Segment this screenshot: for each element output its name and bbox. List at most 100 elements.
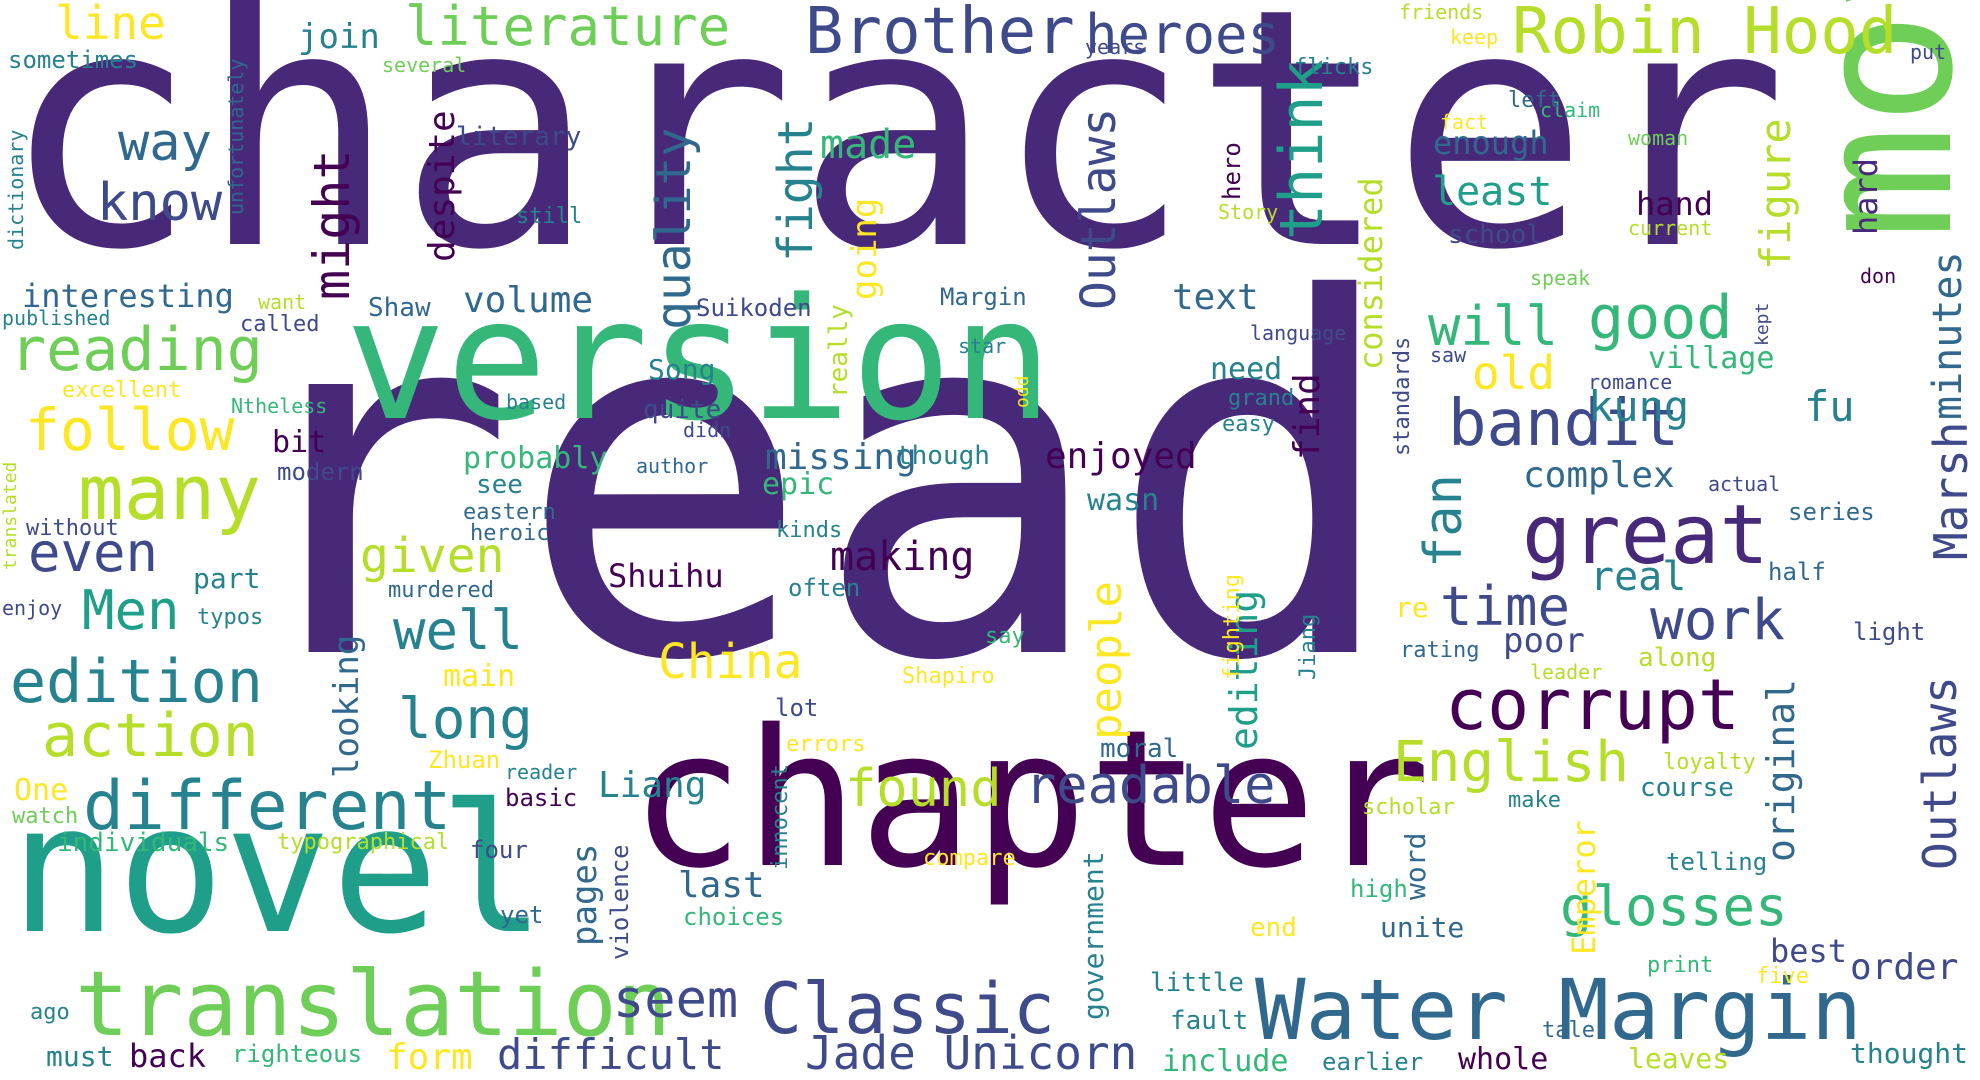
word-minutes: minutes	[1925, 251, 1971, 420]
word-story: Story	[1218, 200, 1279, 224]
word-jiang: Jiang	[1296, 613, 1321, 680]
word-probably: probably	[463, 441, 608, 476]
word-errors: errors	[786, 732, 866, 757]
word-keep: keep	[1450, 25, 1499, 49]
word-edition: edition	[10, 647, 263, 717]
word-people: people	[1081, 581, 1132, 740]
word-text: text	[1172, 277, 1259, 318]
word-reader: reader	[505, 760, 578, 784]
word-government: government	[1077, 851, 1110, 1020]
word-translated: translated	[0, 461, 21, 570]
word-marsh: Marsh	[1924, 421, 1978, 560]
word-work: work	[1650, 588, 1785, 653]
word-made: made	[820, 122, 917, 168]
word-include: include	[1162, 1044, 1289, 1079]
word-one: One	[14, 773, 69, 808]
word-lot: lot	[775, 694, 819, 722]
word-missing: missing	[765, 437, 917, 478]
word-least: least	[1432, 169, 1553, 215]
word-hero: hero	[1218, 142, 1246, 200]
word-shaw: Shaw	[368, 293, 431, 323]
word-fact: fact	[1440, 110, 1489, 134]
word-current: current	[1628, 216, 1713, 240]
word-years: years	[1085, 35, 1146, 59]
word-novel: novel	[10, 766, 546, 973]
word-well: well	[393, 599, 524, 662]
word-high: high	[1350, 875, 1408, 903]
word-literature: literature	[405, 0, 731, 58]
word-half: half	[1768, 558, 1826, 586]
word-back: back	[129, 1037, 207, 1075]
word-often: often	[788, 574, 861, 602]
word-flicks: flicks	[1294, 55, 1374, 80]
word-given: given	[360, 528, 505, 584]
word-earlier: earlier	[1322, 1048, 1424, 1076]
word-brother: Brother	[805, 0, 1075, 69]
word-say: say	[985, 624, 1025, 649]
word-claim: claim	[1540, 98, 1601, 122]
word-author: author	[636, 454, 709, 478]
word-dictionary: dictionary	[4, 129, 28, 250]
word-saw: saw	[1430, 343, 1467, 367]
word-part: part	[193, 562, 261, 595]
word-main: main	[443, 659, 516, 694]
word-really: really	[824, 304, 854, 398]
word-called: called	[240, 312, 320, 337]
word-re: re	[1395, 591, 1429, 624]
word-quite: quite	[643, 395, 722, 425]
word-figure: figure	[1751, 118, 1800, 270]
word-fan: fan	[1414, 474, 1474, 568]
word-though: though	[896, 441, 990, 471]
word-classic: Classic	[760, 968, 1056, 1050]
word-fault: fault	[1170, 1006, 1249, 1036]
word-bandit: bandit	[1448, 387, 1680, 461]
word-outlaws-vertical: Outlaws	[1071, 107, 1127, 310]
word-violence: violence	[606, 844, 634, 960]
word-character: character	[0, 0, 1789, 322]
word-innocent: innocent	[768, 764, 793, 870]
word-print: print	[1647, 953, 1714, 978]
word-hard: hard	[1847, 157, 1885, 235]
word-typos: typos	[197, 605, 264, 630]
word-star: star	[958, 334, 1007, 358]
word-didn: didn	[683, 418, 732, 442]
word-water-margin: Water Margin	[1255, 961, 1862, 1059]
word-fu: fu	[1804, 382, 1855, 431]
word-outlaws-right: Outlaws	[1913, 676, 1967, 870]
word-difficult: difficult	[497, 1030, 725, 1079]
word-scholar: scholar	[1362, 795, 1455, 820]
word-five: five	[1756, 964, 1809, 989]
word-readable: readable	[1025, 756, 1276, 816]
word-making: making	[830, 534, 975, 580]
word-enjoyed: enjoyed	[1045, 436, 1197, 477]
word-course: course	[1640, 773, 1734, 803]
word-complex: complex	[1523, 455, 1675, 496]
word-fight: fight	[768, 117, 824, 263]
word-poor: poor	[1503, 621, 1585, 661]
word-reading: reading	[10, 315, 263, 385]
word-loyalty: loyalty	[1663, 750, 1756, 775]
word-real: real	[1590, 554, 1687, 600]
word-whole: whole	[1458, 1042, 1549, 1077]
word-rating: rating	[1400, 638, 1480, 663]
word-leader: leader	[1530, 660, 1603, 684]
word-want: want	[258, 290, 307, 314]
word-know: know	[97, 173, 223, 233]
word-suikoden: Suikoden	[696, 294, 812, 322]
word-ago: ago	[30, 1000, 70, 1025]
word-telling: telling	[1666, 848, 1768, 876]
word-best: best	[1770, 932, 1848, 970]
word-need: need	[1210, 352, 1283, 387]
word-unite: unite	[1380, 911, 1465, 944]
word-published: published	[2, 306, 111, 330]
word-bit: bit	[272, 425, 327, 460]
word-enough: enough	[1433, 124, 1549, 162]
word-different: different	[83, 767, 452, 846]
word-looking: looking	[327, 634, 367, 778]
word-ntheless: Ntheless	[231, 394, 328, 418]
word-great: great	[1522, 488, 1769, 583]
word-along: along	[1638, 643, 1717, 673]
word-enjoy: enjoy	[2, 596, 63, 620]
word-shapiro: Shapiro	[902, 664, 995, 689]
word-translation: translation	[75, 952, 672, 1057]
